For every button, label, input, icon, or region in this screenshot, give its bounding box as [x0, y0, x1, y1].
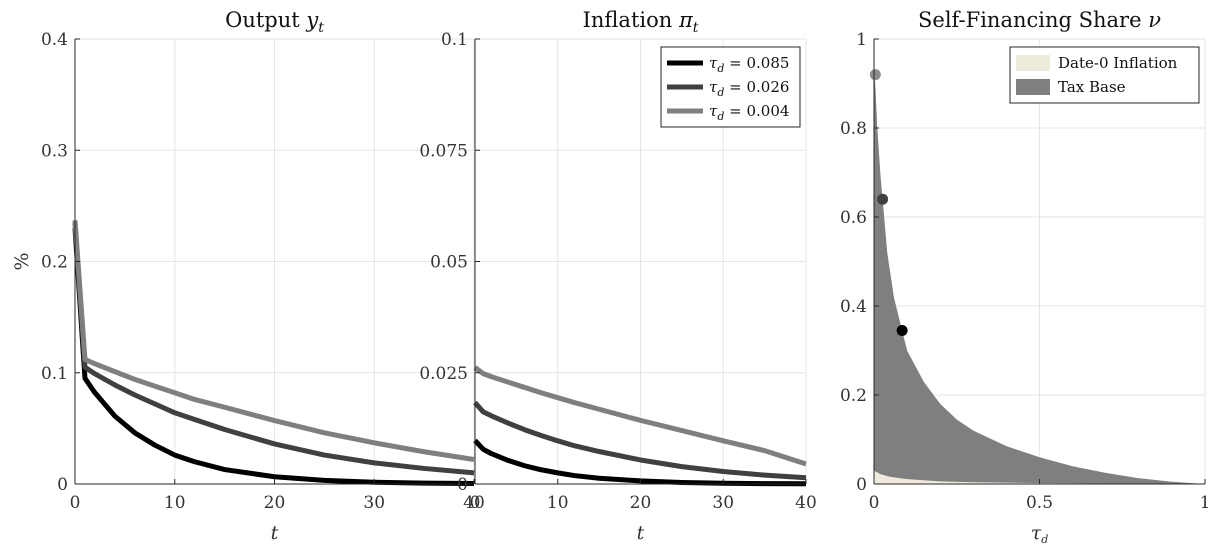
x-tick-label: 0	[70, 493, 81, 513]
y-tick-label: 1	[856, 30, 867, 50]
x-tick-label: 0	[470, 493, 481, 513]
legend-2: τd = 0.085 τd = 0.026 τd = 0.004	[660, 46, 801, 128]
x-tick-label: 1	[1200, 493, 1211, 513]
x-tick-label: 20	[630, 493, 652, 513]
y-tick-label: 0.3	[41, 141, 68, 161]
series-line-3	[473, 365, 807, 467]
chart-title-2: Inflation πt	[583, 8, 699, 36]
x-axis-label-3: τd	[1031, 522, 1049, 546]
y-tick-label: 0.1	[41, 364, 68, 384]
x-axis-label-1: t	[271, 522, 279, 544]
plot-area-2	[473, 365, 807, 487]
plot-area-1	[72, 220, 475, 487]
x-tick-label: 30	[712, 493, 734, 513]
x-tick-label: 10	[547, 493, 569, 513]
x-tick-label: 0	[869, 493, 880, 513]
y-tick-label: 0.1	[441, 30, 468, 50]
series-line-2	[473, 400, 807, 481]
y-tick-label: 0	[57, 475, 68, 495]
chart-title-1: Output yt	[225, 8, 324, 36]
y-axis-label-1: %	[11, 252, 33, 270]
x-tick-label: 10	[164, 493, 186, 513]
x-tick-label: 30	[363, 493, 385, 513]
series-line-1	[72, 227, 475, 487]
y-tick-label: 0.2	[840, 386, 867, 406]
chart-title-3: Self-Financing Share ν	[918, 8, 1161, 32]
x-tick-label: 40	[463, 493, 485, 513]
x-tick-label: 40	[795, 493, 817, 513]
legend-3: Date-0 Inflation Tax Base	[1009, 46, 1200, 104]
legend-entry: τd = 0.004	[709, 102, 789, 123]
y-tick-label: 0.6	[840, 208, 867, 228]
series-line-1	[473, 438, 807, 487]
legend-entry: τd = 0.085	[709, 54, 789, 75]
y-tick-label: 0.075	[419, 141, 468, 161]
x-tick-label: 0.5	[1026, 493, 1053, 513]
x-tick-label: 20	[264, 493, 286, 513]
y-tick-label: 0	[457, 475, 468, 495]
y-tick-label: 0.2	[41, 253, 68, 273]
legend-entry: Tax Base	[1058, 78, 1126, 96]
series-line-3	[72, 220, 475, 462]
panel-3: 0 0.5 1 0 0.2 0.4 0.6 0.8 1 Self-Financing Share …	[840, 8, 1210, 546]
legend-swatch	[1016, 55, 1050, 71]
y-tick-label: 0.4	[41, 30, 68, 50]
y-tick-label: 0.8	[840, 119, 867, 139]
marker-point-3	[896, 324, 908, 336]
plot-area-3	[869, 61, 1205, 484]
marker-point-1	[869, 69, 881, 81]
legend-swatch	[1016, 79, 1050, 95]
legend-entry: Date-0 Inflation	[1058, 54, 1178, 72]
y-tick-label: 0.025	[419, 364, 468, 384]
x-axis-label-2: t	[637, 522, 645, 544]
y-tick-label: 0	[856, 475, 867, 495]
legend-entry: τd = 0.026	[709, 78, 789, 99]
series-line-2	[72, 222, 475, 476]
y-tick-label: 0.4	[840, 297, 867, 317]
area-date-0-inflation	[874, 470, 1205, 484]
y-tick-label: 0.05	[430, 253, 468, 273]
area-tax-base	[874, 61, 1205, 484]
marker-point-2	[877, 193, 889, 205]
